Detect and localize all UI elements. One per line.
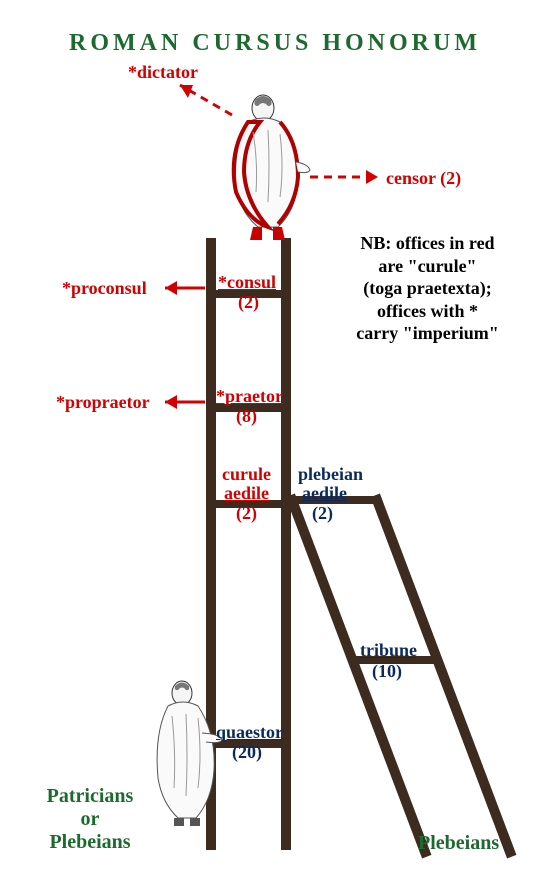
nb-note-line3: (toga praetexta); [330,277,525,300]
label-quaestor-count: (20) [232,742,262,763]
label-curule-count: (2) [236,503,257,524]
label-quaestor: quaestor [216,722,283,743]
label-plebeian: plebeian [298,464,363,485]
label-plebeian-aedile: aedile [302,483,347,504]
label-tribune: tribune [360,640,417,661]
nb-note: NB: offices in red are "curule" (toga pr… [330,232,525,345]
label-plebeian-count: (2) [312,503,333,524]
label-praetor-count: (8) [236,406,257,427]
label-patricians-line3: Plebeians [30,831,150,854]
label-consul: *consul [218,272,276,293]
nb-note-line1: NB: offices in red [330,232,525,255]
figure-top-magistrate [218,92,318,242]
nb-note-line5: carry "imperium" [330,322,525,345]
figure-bottom-citizen [142,678,232,828]
label-censor: censor (2) [386,168,461,189]
label-consul-count: (2) [238,292,259,313]
label-curule-aedile: aedile [224,483,269,504]
label-tribune-count: (10) [372,661,402,682]
label-praetor: *praetor [216,386,283,407]
label-curule: curule [222,464,271,485]
label-dictator: *dictator [128,62,198,83]
nb-note-line4: offices with * [330,300,525,323]
label-patricians-line1: Patricians [30,785,150,808]
label-propraetor: *propraetor [56,392,150,413]
nb-note-line2: are "curule" [330,255,525,278]
label-plebeians-bottom: Plebeians [418,832,499,855]
label-patricians: Patricians or Plebeians [30,785,150,854]
label-patricians-line2: or [30,808,150,831]
label-proconsul: *proconsul [62,278,147,299]
